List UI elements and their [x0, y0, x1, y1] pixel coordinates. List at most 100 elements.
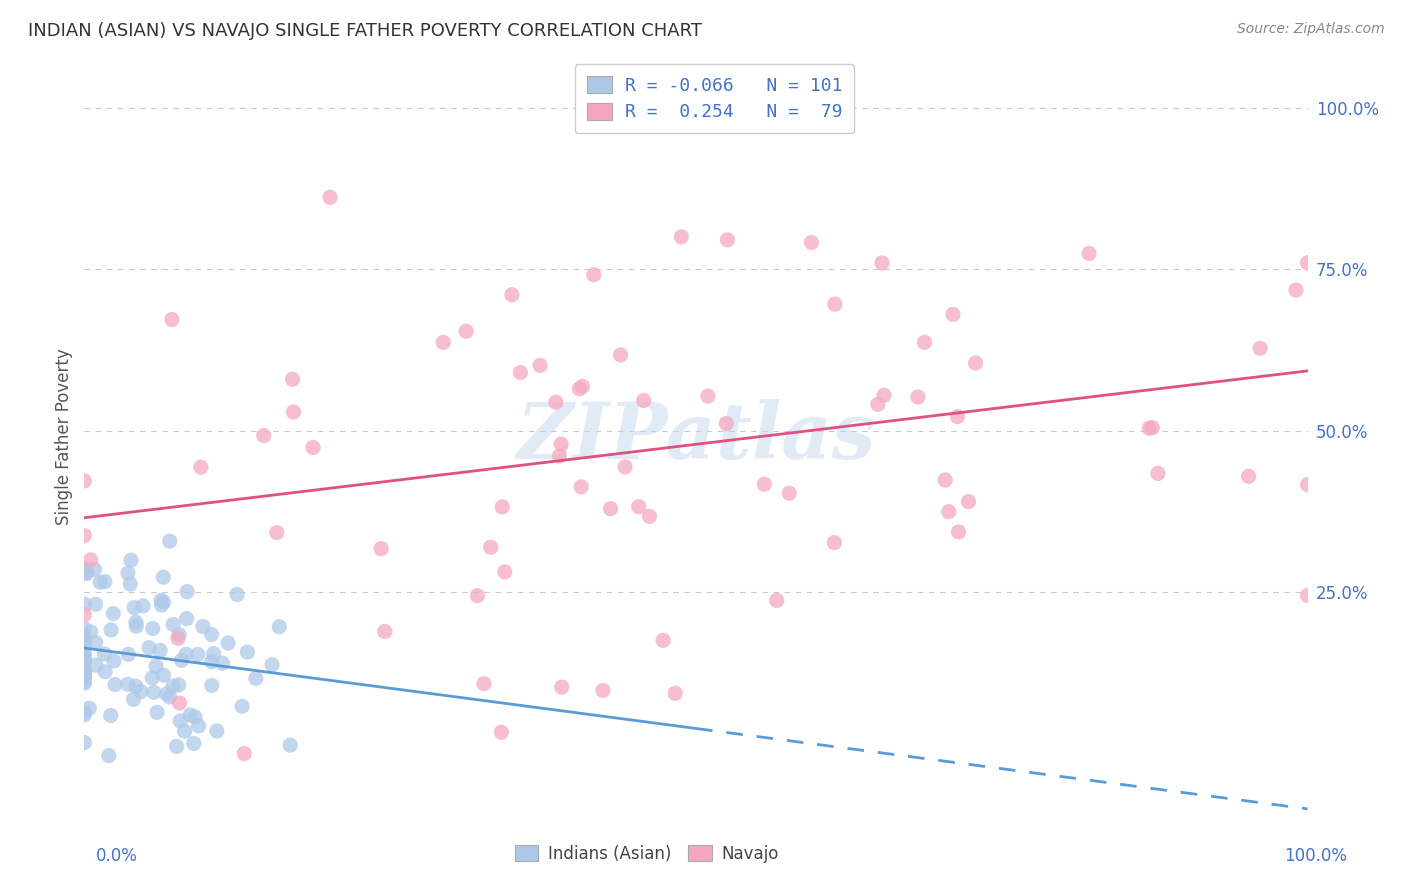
- Point: [569, 480, 592, 494]
- Point: [73, 647, 96, 661]
- Point: [117, 677, 139, 691]
- Point: [1237, 469, 1260, 483]
- Point: [169, 714, 191, 728]
- Point: [104, 677, 127, 691]
- Point: [184, 710, 207, 724]
- Point: [942, 308, 965, 322]
- Point: [146, 706, 169, 720]
- Point: [934, 473, 956, 487]
- Point: [152, 595, 174, 609]
- Point: [73, 474, 96, 488]
- Point: [550, 437, 572, 451]
- Point: [73, 653, 96, 667]
- Point: [711, 101, 734, 115]
- Point: [73, 622, 96, 636]
- Point: [100, 623, 122, 637]
- Point: [73, 528, 96, 542]
- Point: [778, 486, 800, 500]
- Point: [370, 541, 392, 556]
- Point: [155, 687, 177, 701]
- Point: [142, 685, 165, 699]
- Point: [948, 524, 970, 539]
- Point: [432, 335, 454, 350]
- Point: [1142, 420, 1164, 434]
- Point: [73, 665, 96, 680]
- Point: [73, 674, 96, 689]
- Point: [278, 738, 301, 752]
- Point: [73, 648, 96, 662]
- Point: [1285, 283, 1308, 297]
- Point: [211, 657, 233, 671]
- Point: [873, 388, 896, 402]
- Point: [236, 645, 259, 659]
- Point: [80, 553, 103, 567]
- Point: [117, 648, 139, 662]
- Point: [201, 678, 224, 692]
- Y-axis label: Single Father Poverty: Single Father Poverty: [55, 349, 73, 525]
- Point: [1249, 341, 1271, 355]
- Point: [150, 598, 173, 612]
- Point: [374, 624, 396, 639]
- Point: [638, 509, 661, 524]
- Point: [491, 725, 513, 739]
- Point: [120, 577, 142, 591]
- Point: [205, 724, 228, 739]
- Point: [754, 477, 776, 491]
- Point: [167, 632, 190, 646]
- Point: [100, 708, 122, 723]
- Point: [73, 654, 96, 668]
- Point: [568, 382, 591, 396]
- Point: [80, 625, 103, 640]
- Point: [946, 409, 969, 424]
- Point: [149, 593, 172, 607]
- Point: [202, 647, 225, 661]
- Point: [269, 620, 291, 634]
- Point: [191, 619, 214, 633]
- Point: [73, 562, 96, 576]
- Point: [138, 640, 160, 655]
- Point: [149, 643, 172, 657]
- Point: [73, 636, 96, 650]
- Point: [73, 597, 96, 611]
- Point: [509, 366, 531, 380]
- Point: [103, 654, 125, 668]
- Point: [592, 683, 614, 698]
- Point: [173, 724, 195, 739]
- Point: [1147, 467, 1170, 481]
- Point: [716, 233, 738, 247]
- Point: [152, 570, 174, 584]
- Point: [167, 628, 190, 642]
- Point: [142, 622, 165, 636]
- Point: [152, 668, 174, 682]
- Point: [548, 449, 571, 463]
- Point: [187, 648, 209, 662]
- Point: [129, 684, 152, 698]
- Point: [664, 686, 686, 700]
- Point: [472, 676, 495, 690]
- Point: [179, 708, 201, 723]
- Point: [73, 652, 96, 666]
- Point: [571, 379, 593, 393]
- Point: [696, 389, 718, 403]
- Text: Source: ZipAtlas.com: Source: ZipAtlas.com: [1237, 22, 1385, 37]
- Point: [467, 589, 489, 603]
- Point: [159, 690, 181, 704]
- Point: [226, 587, 249, 601]
- Point: [824, 297, 846, 311]
- Point: [266, 525, 288, 540]
- Point: [603, 106, 626, 120]
- Point: [125, 615, 148, 630]
- Point: [938, 505, 960, 519]
- Text: ZIPatlas: ZIPatlas: [516, 399, 876, 475]
- Text: 0.0%: 0.0%: [96, 847, 138, 865]
- Point: [479, 541, 502, 555]
- Point: [97, 748, 120, 763]
- Point: [73, 668, 96, 682]
- Point: [800, 235, 823, 250]
- Point: [302, 441, 325, 455]
- Point: [73, 607, 96, 622]
- Point: [145, 659, 167, 673]
- Point: [73, 735, 96, 749]
- Point: [550, 680, 572, 694]
- Point: [117, 566, 139, 581]
